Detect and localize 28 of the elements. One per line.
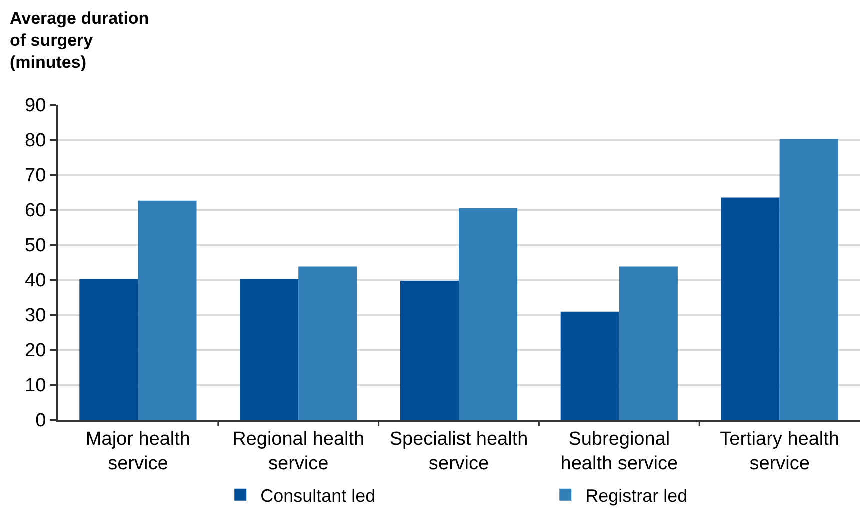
y-tick-label: 50 <box>25 236 46 257</box>
bar <box>240 279 299 420</box>
bar <box>400 281 459 420</box>
bar <box>721 198 780 420</box>
x-tick-label: Subregional health service <box>560 428 678 474</box>
y-tick-label: 90 <box>25 96 46 117</box>
y-tick-label: 60 <box>25 200 46 222</box>
bar <box>619 266 678 420</box>
legend-label: Consultant led <box>260 486 376 506</box>
bar <box>298 266 358 420</box>
bar <box>80 279 138 420</box>
bar <box>459 208 518 420</box>
y-tick-label: 70 <box>25 166 46 187</box>
bar <box>780 139 838 420</box>
x-tick-label: Major health service <box>86 428 190 474</box>
x-tick-label: Tertiary health service <box>720 428 840 474</box>
y-tick-label: 40 <box>25 270 46 292</box>
x-tick-label: Specialist health service <box>390 428 528 474</box>
bar <box>138 200 197 420</box>
y-tick-label: 30 <box>25 306 46 327</box>
y-tick-label: 20 <box>25 340 46 362</box>
y-tick-label: 10 <box>25 376 46 397</box>
y-axis-title: Average duration of surgery (minutes) <box>10 9 150 72</box>
y-tick-label: 80 <box>25 130 46 152</box>
legend-label: Registrar led <box>586 486 688 506</box>
y-tick-label: 0 <box>36 410 46 432</box>
bar <box>560 312 620 420</box>
x-tick-label: Regional health service <box>232 428 365 474</box>
